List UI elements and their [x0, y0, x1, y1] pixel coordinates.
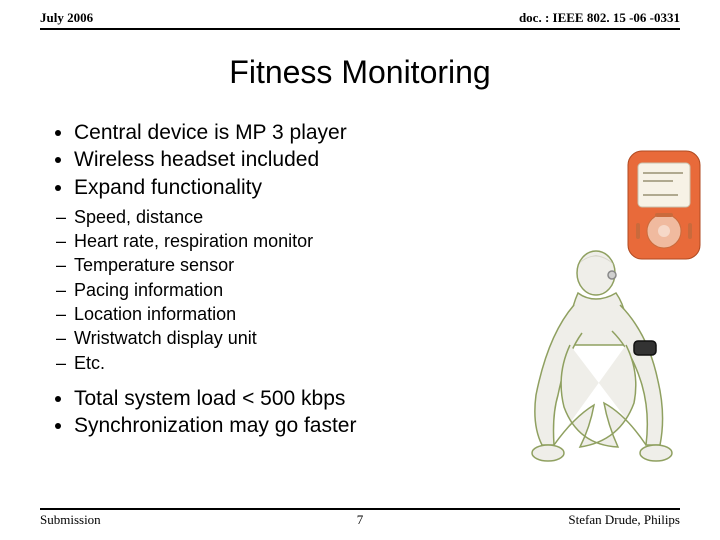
slide-footer: Submission 7 Stefan Drude, Philips — [40, 508, 680, 528]
bullet-item: Central device is MP 3 player — [74, 119, 680, 146]
footer-author: Stefan Drude, Philips — [568, 512, 680, 528]
fitness-illustration — [508, 145, 708, 475]
header-date: July 2006 — [40, 10, 93, 26]
person-figure-icon — [532, 251, 672, 461]
footer-left: Submission — [40, 512, 101, 528]
mp3-device-icon — [628, 151, 700, 259]
header-docid: doc. : IEEE 802. 15 -06 -0331 — [519, 10, 680, 26]
footer-rule — [40, 508, 680, 510]
header-rule — [40, 28, 680, 30]
slide-title: Fitness Monitoring — [0, 54, 720, 91]
footer-page-number: 7 — [357, 512, 364, 528]
